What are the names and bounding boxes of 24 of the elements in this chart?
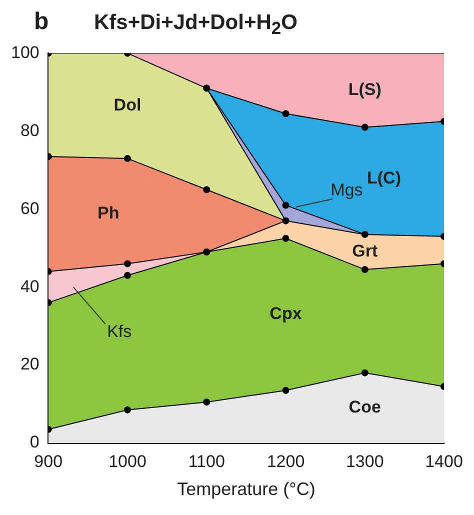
x-axis-title: Temperature (°C) [177, 479, 316, 500]
series-label: Coe [348, 398, 381, 417]
x-tick-label: 1400 [425, 452, 463, 471]
x-tick-label: 1200 [266, 452, 305, 471]
x-tick-label: 1300 [346, 452, 384, 471]
y-tick-label: 0 [30, 432, 40, 452]
x-tick-label: 900 [34, 452, 63, 471]
series-label: Ph [97, 204, 120, 223]
y-tick-label: 40 [20, 276, 40, 296]
y-tick-label: 100 [10, 42, 40, 62]
x-tick-label: 1000 [108, 452, 146, 471]
y-tick-label: 60 [20, 198, 40, 218]
series-label: Grt [352, 242, 378, 261]
series-label: Dol [114, 96, 142, 115]
series-label: L(C) [367, 168, 401, 188]
text: b [34, 8, 50, 36]
series-label: L(S) [348, 80, 382, 99]
series-label: Cpx [270, 304, 302, 324]
y-tick-label: 20 [20, 354, 40, 374]
series-label: Mgs [330, 180, 363, 200]
x-tick-label: 1100 [188, 452, 225, 471]
y-tick-label: 80 [20, 120, 40, 140]
chart-title: Kfs+Di+Jd+Dol+H$_{2}$O [94, 11, 298, 40]
text: Kfs [107, 322, 132, 341]
